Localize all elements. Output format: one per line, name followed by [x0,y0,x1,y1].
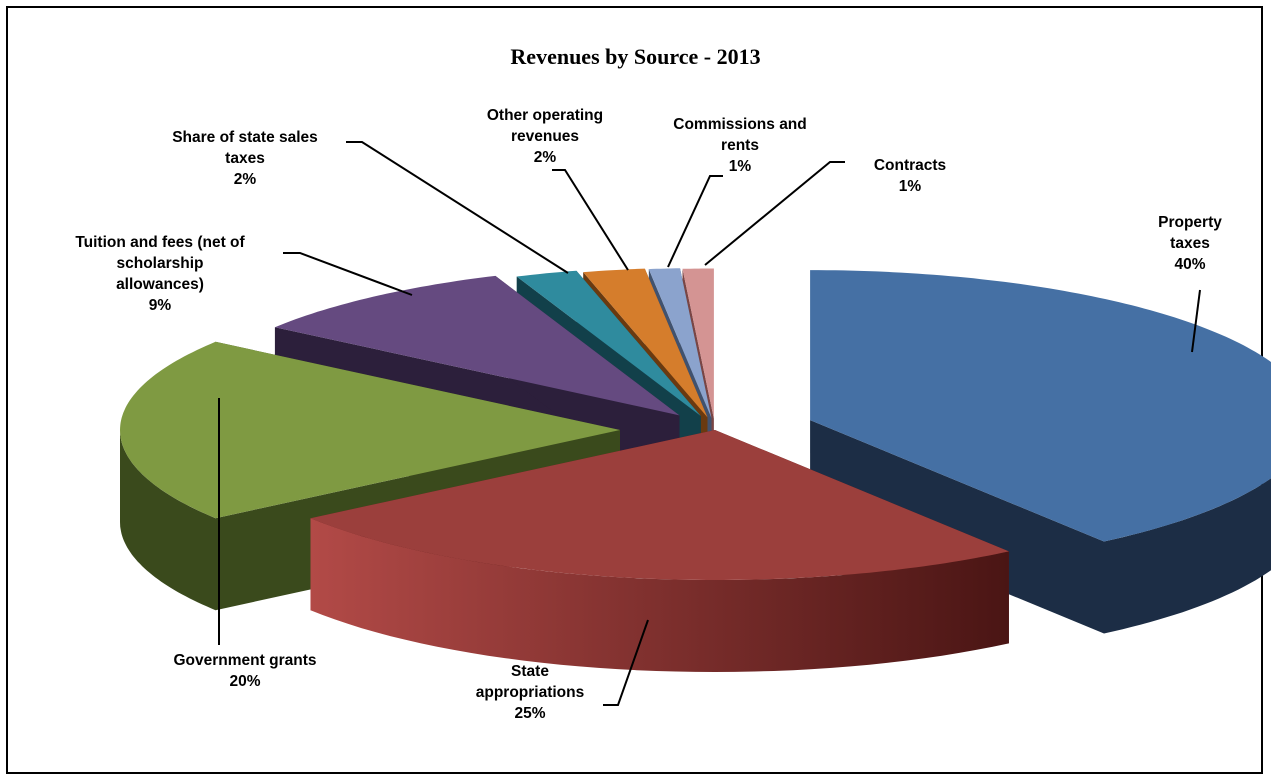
leader-line-share-of-state-sales-taxes [346,141,569,274]
label-state-appropriations: State appropriations 25% [445,661,615,724]
label-property-taxes-line2: taxes [1170,235,1210,252]
label-share-line1: Share of state sales [172,129,318,146]
slice-other-operating-revenues-top [583,268,708,418]
label-property-taxes: Property taxes 40% [1130,212,1250,275]
leader-line-contracts [704,161,845,266]
label-tuition-line1: Tuition and fees (net of [75,234,245,251]
label-other-line1: Other operating [486,107,604,124]
slice-tuition-and-fees-net-of-scholarship-allowances-top [274,275,680,416]
label-share-pct: 2% [233,171,257,188]
slice-government-grants-top [120,341,620,519]
label-other-line2: revenues [510,128,580,145]
label-commissions-and-rents: Commissions and rents 1% [640,114,840,177]
chart-title: Revenues by Source - 2013 [510,44,761,69]
leader-lines [218,141,1201,706]
leader-line-property-taxes [1191,289,1201,353]
label-tuition-line2: scholarship [116,255,204,272]
slice-property-taxes-side-0 [1104,478,1271,634]
slice-share-of-state-sales-taxes-top [516,270,701,417]
slice-state-appropriations [310,430,1009,672]
slice-property-taxes [810,270,1271,634]
leader-line-commissions-and-rents [667,175,723,268]
slice-government-grants-side-0 [120,430,216,611]
pie-slices [120,268,1271,672]
label-property-taxes-pct: 40% [1174,256,1206,273]
label-contracts-line1: Contracts [873,157,947,174]
leader-line-tuition-and-fees [283,252,413,296]
label-commissions-line2: rents [721,137,759,154]
slice-state-appropriations-top [310,430,1009,580]
label-state-appropriations-line1: State [511,663,549,680]
label-government-grants-pct: 20% [229,673,261,690]
label-state-appropriations-line2: appropriations [475,684,585,701]
label-other-operating-revenues: Other operating revenues 2% [460,105,630,168]
slice-property-taxes-top [810,270,1271,542]
label-government-grants: Government grants 20% [115,650,375,692]
label-share-of-state-sales-taxes: Share of state sales taxes 2% [135,127,355,190]
label-commissions-line1: Commissions and [673,116,807,133]
label-tuition-line3: allowances) [116,276,204,293]
label-tuition-and-fees: Tuition and fees (net of scholarship all… [40,232,280,316]
leader-line-other-operating-revenues [552,169,629,271]
slice-state-appropriations-side-0 [310,518,1009,672]
label-contracts: Contracts 1% [830,155,990,197]
label-state-appropriations-pct: 25% [514,705,546,722]
label-contracts-pct: 1% [898,178,922,195]
slice-property-taxes-wall-end [810,420,1104,634]
label-property-taxes-line1: Property [1158,214,1222,231]
label-government-grants-line1: Government grants [173,652,317,669]
label-commissions-pct: 1% [728,158,752,175]
leader-line-state-appropriations [603,619,649,706]
slice-commissions-and-rents-top [648,268,712,418]
label-tuition-pct: 9% [148,297,172,314]
slice-contracts-top [682,268,714,419]
label-other-pct: 2% [533,149,557,166]
label-share-line2: taxes [225,150,265,167]
